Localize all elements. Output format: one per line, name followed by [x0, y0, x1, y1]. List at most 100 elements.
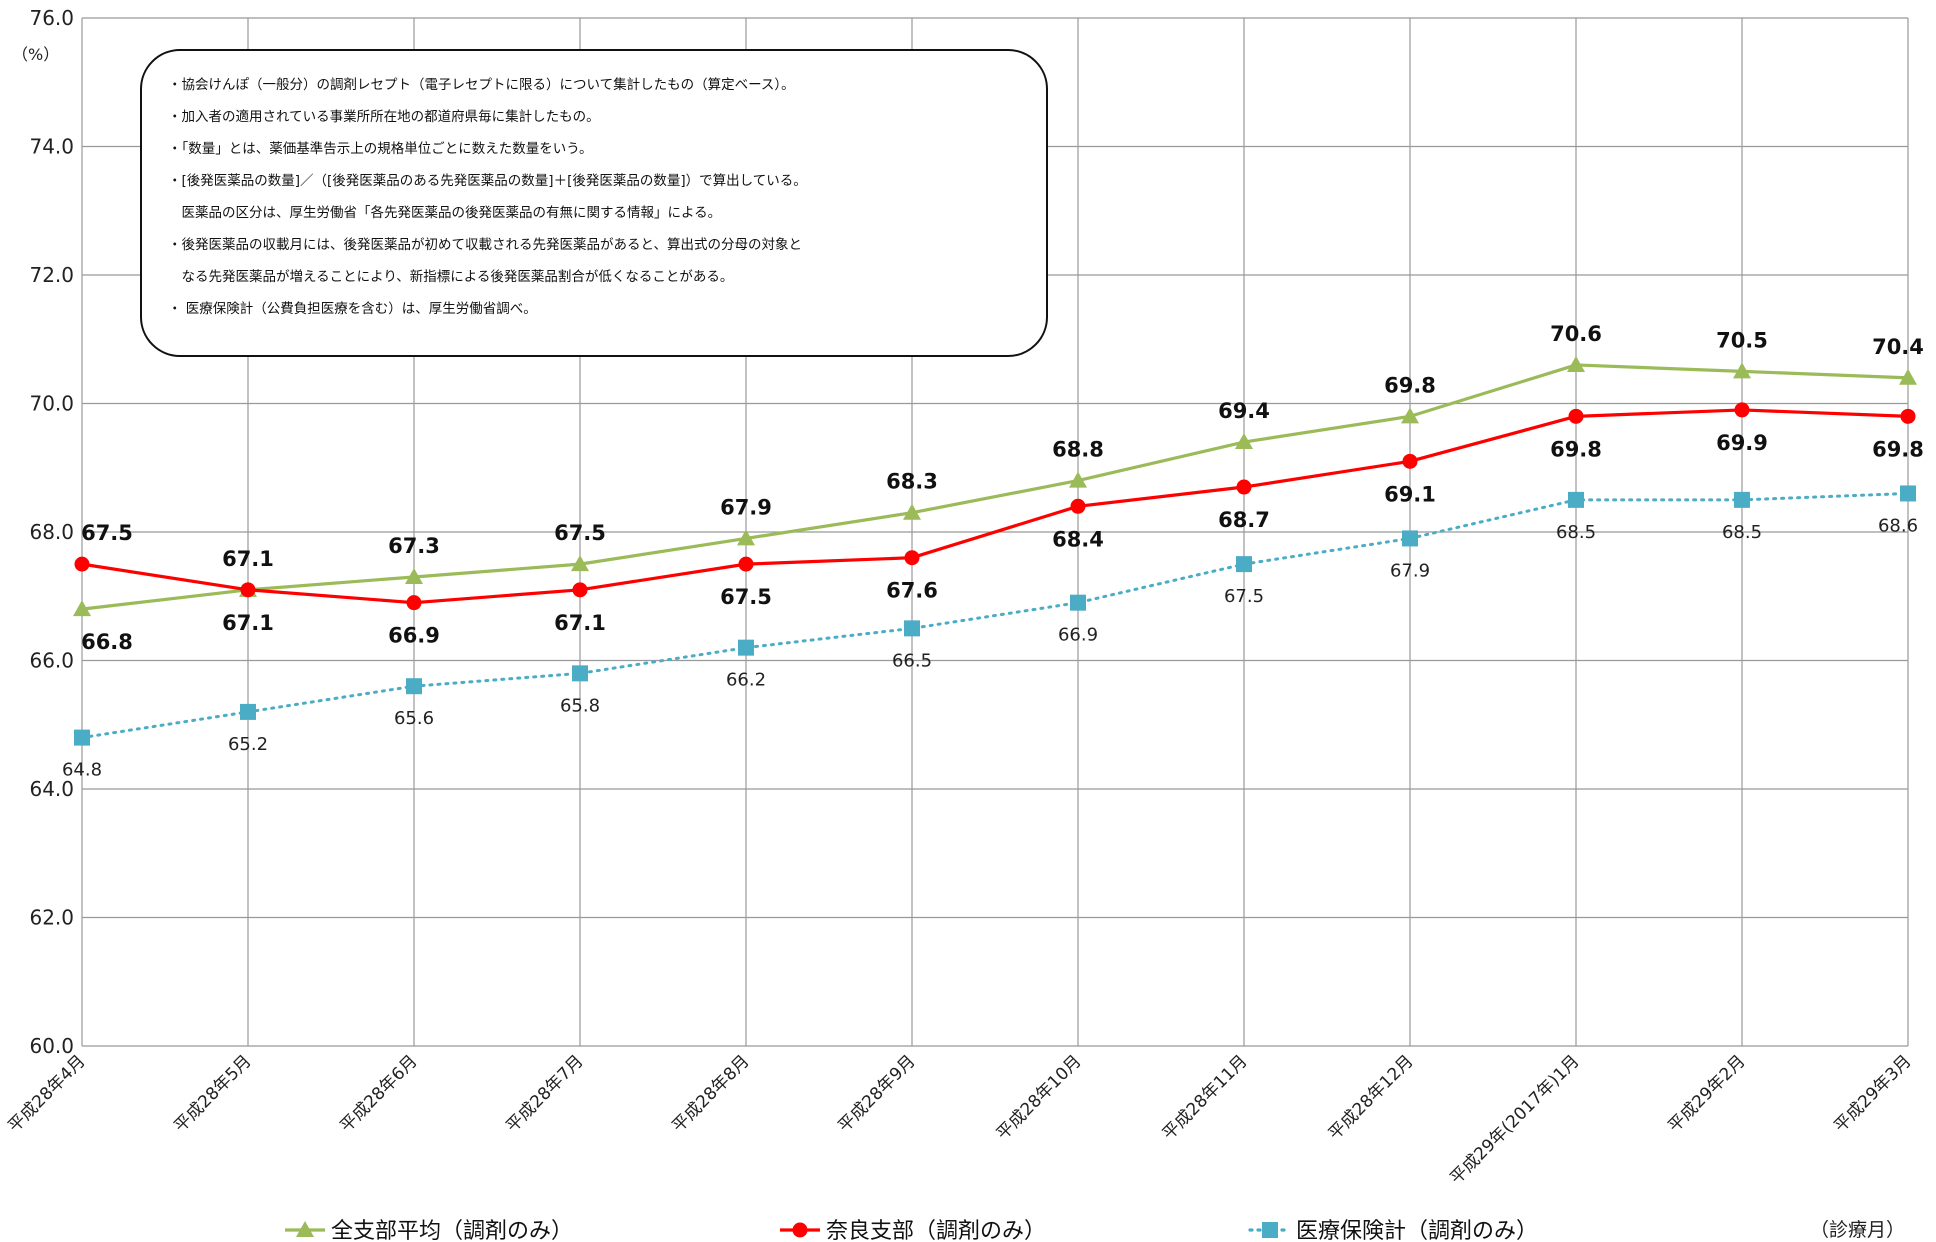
data-label: 67.5 — [554, 521, 606, 545]
series-1 — [73, 355, 1917, 617]
data-label: 67.5 — [720, 585, 772, 609]
legend-item: 全支部平均（調剤のみ） — [285, 1219, 573, 1242]
y-tick-label: 62.0 — [29, 906, 74, 930]
data-label: 70.6 — [1550, 322, 1602, 346]
marker-triangle — [1401, 407, 1419, 424]
series-3 — [74, 485, 1916, 746]
marker-square — [1070, 594, 1086, 611]
data-label: 66.2 — [726, 670, 766, 691]
data-label: 67.5 — [81, 521, 133, 545]
marker-circle — [1568, 408, 1584, 424]
marker-circle — [240, 582, 256, 598]
x-axis: 平成28年4月 平成28年5月 平成28年6月 平成28年7月 平成28年8月 平成28年… — [4, 1051, 1915, 1188]
marker-square — [1734, 491, 1750, 508]
data-label: 66.5 — [892, 650, 932, 671]
marker-square — [572, 665, 588, 682]
data-label: 67.1 — [554, 611, 606, 635]
series-2 — [74, 402, 1916, 611]
x-tick-label: 平成29年2月 — [1664, 1051, 1749, 1136]
x-tick-label: 平成28年6月 — [336, 1051, 421, 1136]
marker-square — [1568, 491, 1584, 508]
y-tick-label: 72.0 — [29, 263, 74, 287]
marker-circle — [1236, 479, 1252, 495]
marker-square — [240, 703, 256, 720]
marker-square — [1900, 485, 1916, 502]
legend-label: 全支部平均（調剤のみ） — [331, 1219, 573, 1242]
x-tick-label: 平成28年9月 — [834, 1051, 919, 1136]
x-tick-label: 平成28年10月 — [993, 1051, 1086, 1144]
data-label: 67.6 — [886, 579, 938, 603]
marker-square — [74, 729, 90, 746]
note-item: 医薬品の区分は、厚生労働省「各先発医薬品の後発医薬品の有無に関する情報」による。 — [168, 205, 722, 221]
data-label: 66.9 — [388, 624, 440, 648]
note-item: ・「数量」とは、薬価基準告示上の規格単位ごとに数えた数量をいう。 — [168, 141, 593, 157]
marker-circle — [572, 582, 588, 598]
note-item: なる先発医薬品が増えることにより、新指標による後発医薬品割合が低くなることがある… — [168, 269, 734, 285]
x-tick-label: 平成28年4月 — [4, 1051, 89, 1136]
x-tick-label: 平成29年3月 — [1830, 1051, 1915, 1136]
note-item: ・協会けんぽ（一般分）の調剤レセプト（電子レセプトに限る）について集計したもの（… — [168, 77, 795, 93]
marker-triangle — [903, 503, 921, 520]
data-label: 68.7 — [1218, 508, 1270, 532]
marker-triangle — [737, 529, 755, 546]
y-tick-label: 60.0 — [29, 1034, 74, 1058]
x-tick-label: 平成28年11月 — [1159, 1051, 1252, 1144]
y-axis: 60.0 62.0 64.0 66.0 68.0 70.0 72.0 74.0 76.0 — [29, 6, 74, 1058]
data-label: 69.8 — [1384, 373, 1436, 397]
x-tick-label: 平成28年12月 — [1325, 1051, 1418, 1144]
marker-square — [1402, 530, 1418, 547]
legend-item: 医療保険計（調剤のみ） — [1248, 1219, 1538, 1242]
notes-list: ・協会けんぽ（一般分）の調剤レセプト（電子レセプトに限る）について集計したもの（… — [168, 75, 807, 331]
data-label: 67.1 — [222, 611, 274, 635]
series-line — [80, 491, 1910, 740]
note-item: ・[後発医薬品の数量]／（[後発医薬品のある先発医薬品の数量]＋[後発医薬品の数… — [168, 173, 807, 189]
x-tick-label: 平成28年5月 — [170, 1051, 255, 1136]
y-axis-unit: （%） — [12, 45, 59, 64]
legend: 全支部平均（調剤のみ） 奈良支部（調剤のみ） 医療保険計（調剤のみ） — [285, 1219, 1538, 1242]
data-label: 65.6 — [394, 708, 434, 729]
data-label: 69.9 — [1716, 431, 1768, 455]
marker-triangle — [1235, 433, 1253, 450]
marker-triangle — [1069, 471, 1087, 488]
marker-circle — [1070, 498, 1086, 514]
note-item: ・加入者の適用されている事業所所在地の都道府県毎に集計したもの。 — [168, 109, 600, 125]
legend-label: 医療保険計（調剤のみ） — [1296, 1219, 1538, 1242]
data-label: 68.8 — [1052, 438, 1104, 462]
data-label: 67.3 — [388, 534, 440, 558]
data-label: 70.4 — [1872, 335, 1924, 359]
x-tick-label: 平成28年7月 — [502, 1051, 587, 1136]
marker-circle — [406, 595, 422, 611]
marker-circle — [792, 1222, 808, 1238]
data-label: 68.5 — [1556, 522, 1596, 543]
data-label: 70.5 — [1716, 328, 1768, 352]
marker-triangle — [1733, 362, 1751, 379]
marker-triangle — [571, 555, 589, 572]
y-tick-label: 66.0 — [29, 649, 74, 673]
data-label: 67.9 — [1390, 560, 1430, 581]
data-label: 68.4 — [1052, 527, 1104, 551]
marker-square — [904, 620, 920, 637]
note-item: ・ 医療保険計（公費負担医療を含む）は、厚生労働省調べ。 — [168, 301, 537, 317]
series-layer — [73, 355, 1917, 746]
marker-triangle — [296, 1221, 314, 1237]
x-tick-label: 平成28年8月 — [668, 1051, 753, 1136]
marker-square — [406, 678, 422, 695]
y-tick-label: 64.0 — [29, 777, 74, 801]
series-line — [81, 408, 1909, 605]
marker-circle — [1900, 408, 1916, 424]
marker-triangle — [73, 600, 91, 617]
data-label: 67.5 — [1224, 586, 1264, 607]
data-label: 66.9 — [1058, 625, 1098, 646]
marker-circle — [1734, 402, 1750, 418]
marker-square — [1236, 556, 1252, 573]
data-label: 65.2 — [228, 734, 268, 755]
data-label: 67.1 — [222, 547, 274, 571]
marker-square — [738, 639, 754, 656]
marker-circle — [74, 556, 90, 572]
marker-triangle — [405, 567, 423, 584]
series-line — [81, 363, 1909, 611]
marker-circle — [904, 550, 920, 566]
data-label: 64.8 — [62, 760, 102, 781]
marker-circle — [738, 556, 754, 572]
